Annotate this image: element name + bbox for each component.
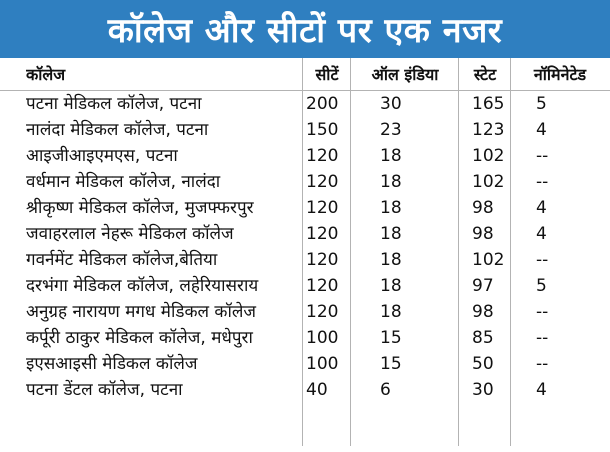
state-value: 165 xyxy=(472,94,505,114)
college-name: कर्पूरी ठाकुर मेडिकल कॉलेज, मधेपुरा xyxy=(26,328,253,348)
column-divider xyxy=(458,58,459,446)
seats-value: 120 xyxy=(306,198,339,218)
column-divider xyxy=(302,58,303,446)
header-college: कॉलेज xyxy=(26,65,66,84)
table-row: श्रीकृष्ण मेडिकल कॉलेज, मुजफ्फरपुर 120 1… xyxy=(0,195,610,221)
state-value: 98 xyxy=(472,224,494,244)
nominated-value: -- xyxy=(536,302,549,322)
state-value: 102 xyxy=(472,250,505,270)
all-india-value: 30 xyxy=(380,94,402,114)
state-value: 98 xyxy=(472,198,494,218)
seats-value: 100 xyxy=(306,354,339,374)
nominated-value: 4 xyxy=(536,198,547,218)
all-india-value: 18 xyxy=(380,302,402,322)
seats-value: 120 xyxy=(306,172,339,192)
state-value: 98 xyxy=(472,302,494,322)
state-value: 50 xyxy=(472,354,494,374)
state-value: 85 xyxy=(472,328,494,348)
college-name: नालंदा मेडिकल कॉलेज, पटना xyxy=(26,120,209,140)
nominated-value: -- xyxy=(536,328,549,348)
all-india-value: 18 xyxy=(380,146,402,166)
table-row: पटना मेडिकल कॉलेज, पटना 200 30 165 5 xyxy=(0,91,610,117)
nominated-value: 5 xyxy=(536,94,547,114)
column-divider xyxy=(350,58,351,446)
table-row: गवर्नमेंट मेडिकल कॉलेज,बेतिया 120 18 102… xyxy=(0,247,610,273)
seats-value: 40 xyxy=(306,380,328,400)
state-value: 123 xyxy=(472,120,505,140)
seats-value: 100 xyxy=(306,328,339,348)
column-divider xyxy=(510,58,511,446)
college-name: इएसआइसी मेडिकल कॉलेज xyxy=(26,354,198,374)
table-row: दरभंगा मेडिकल कॉलेज, लहेरियासराय 120 18 … xyxy=(0,273,610,299)
state-value: 102 xyxy=(472,172,505,192)
header-seats: सीटें xyxy=(315,65,339,84)
table-row: इएसआइसी मेडिकल कॉलेज 100 15 50 -- xyxy=(0,351,610,377)
all-india-value: 18 xyxy=(380,224,402,244)
table-row: अनुग्रह नारायण मगध मेडिकल कॉलेज 120 18 9… xyxy=(0,299,610,325)
table-row: पटना डेंटल कॉलेज, पटना 40 6 30 4 xyxy=(0,377,610,403)
college-name: श्रीकृष्ण मेडिकल कॉलेज, मुजफ्फरपुर xyxy=(26,198,254,218)
college-name: दरभंगा मेडिकल कॉलेज, लहेरियासराय xyxy=(26,276,259,296)
college-name: वर्धमान मेडिकल कॉलेज, नालंदा xyxy=(26,172,221,192)
seats-value: 200 xyxy=(306,94,339,114)
table-row: कर्पूरी ठाकुर मेडिकल कॉलेज, मधेपुरा 100 … xyxy=(0,325,610,351)
seats-value: 120 xyxy=(306,302,339,322)
title-banner: कॉलेज और सीटों पर एक नजर xyxy=(0,0,610,58)
state-value: 30 xyxy=(472,380,494,400)
table-row: आइजीआइएमएस, पटना 120 18 102 -- xyxy=(0,143,610,169)
seats-value: 120 xyxy=(306,224,339,244)
nominated-value: 5 xyxy=(536,276,547,296)
nominated-value: -- xyxy=(536,172,549,192)
college-name: जवाहरलाल नेहरू मेडिकल कॉलेज xyxy=(26,224,234,244)
table-header-row: कॉलेज सीटें ऑल इंडिया स्टेट नॉमिनेटेड xyxy=(0,62,610,88)
state-value: 102 xyxy=(472,146,505,166)
all-india-value: 18 xyxy=(380,172,402,192)
college-name: गवर्नमेंट मेडिकल कॉलेज,बेतिया xyxy=(26,250,218,270)
table-row: जवाहरलाल नेहरू मेडिकल कॉलेज 120 18 98 4 xyxy=(0,221,610,247)
header-divider xyxy=(0,90,610,91)
header-nominated: नॉमिनेटेड xyxy=(533,65,587,84)
nominated-value: 4 xyxy=(536,224,547,244)
all-india-value: 18 xyxy=(380,198,402,218)
nominated-value: 4 xyxy=(536,120,547,140)
seats-table: कॉलेज सीटें ऑल इंडिया स्टेट नॉमिनेटेड पट… xyxy=(0,58,610,452)
college-name: अनुग्रह नारायण मगध मेडिकल कॉलेज xyxy=(26,302,257,322)
seats-value: 120 xyxy=(306,146,339,166)
all-india-value: 15 xyxy=(380,328,402,348)
all-india-value: 6 xyxy=(380,380,391,400)
seats-value: 120 xyxy=(306,276,339,296)
header-state: स्टेट xyxy=(473,65,497,84)
state-value: 97 xyxy=(472,276,494,296)
college-name: आइजीआइएमएस, पटना xyxy=(26,146,178,166)
all-india-value: 15 xyxy=(380,354,402,374)
nominated-value: -- xyxy=(536,250,549,270)
table-row: नालंदा मेडिकल कॉलेज, पटना 150 23 123 4 xyxy=(0,117,610,143)
table-row: वर्धमान मेडिकल कॉलेज, नालंदा 120 18 102 … xyxy=(0,169,610,195)
seats-value: 120 xyxy=(306,250,339,270)
all-india-value: 18 xyxy=(380,250,402,270)
nominated-value: -- xyxy=(536,146,549,166)
college-name: पटना मेडिकल कॉलेज, पटना xyxy=(26,94,202,114)
all-india-value: 23 xyxy=(380,120,402,140)
nominated-value: -- xyxy=(536,354,549,374)
nominated-value: 4 xyxy=(536,380,547,400)
header-all-india: ऑल इंडिया xyxy=(371,65,439,84)
seats-value: 150 xyxy=(306,120,339,140)
all-india-value: 18 xyxy=(380,276,402,296)
page-title: कॉलेज और सीटों पर एक नजर xyxy=(107,11,503,51)
college-name: पटना डेंटल कॉलेज, पटना xyxy=(26,380,183,400)
